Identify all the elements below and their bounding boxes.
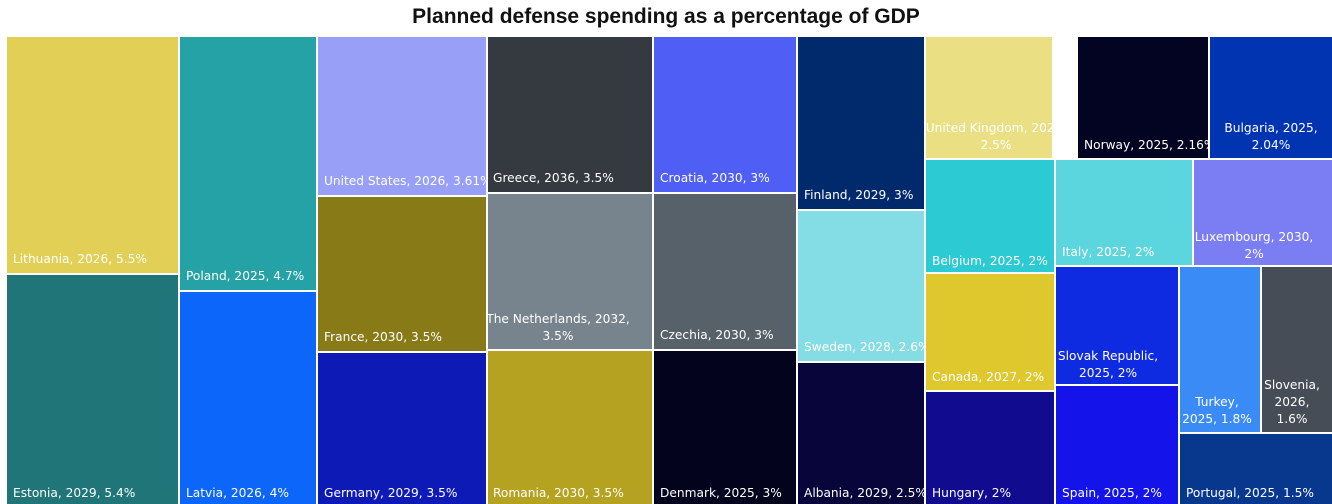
treemap-tile-the-netherlands: The Netherlands, 2032, 3.5% (485, 194, 652, 349)
tile-rect-slovenia (1262, 267, 1332, 432)
tile-rect-canada (926, 274, 1054, 390)
treemap-tile-canada: Canada, 2027, 2% (926, 274, 1054, 390)
treemap-tile-lithuania: Lithuania, 2026, 5.5% (7, 37, 178, 273)
tile-rect-denmark (654, 351, 796, 504)
tile-rect-sweden (798, 211, 924, 361)
tile-label-lithuania: Lithuania, 2026, 5.5% (13, 252, 147, 266)
treemap-tile-luxembourg: Luxembourg, 2030, 2% (1194, 160, 1332, 265)
tile-label-greece: Greece, 2036, 3.5% (493, 171, 614, 185)
treemap-tile-norway: Norway, 2025, 2.16% (1078, 37, 1215, 158)
tile-rect-italy (1056, 160, 1192, 265)
treemap-tile-slovenia: Slovenia, 2026, 1.6% (1262, 267, 1332, 432)
tile-rect-norway (1078, 37, 1208, 158)
tile-label-slovenia: Slovenia, 2026, 1.6% (1264, 378, 1320, 426)
tile-label-turkey: Turkey, 2025, 1.8% (1182, 395, 1252, 426)
treemap-tile-turkey: Turkey, 2025, 1.8% (1180, 267, 1260, 432)
tile-rect-lithuania (7, 37, 178, 273)
tile-rect-greece (488, 37, 652, 192)
treemap-tile-hungary: Hungary, 2% (926, 392, 1054, 504)
tile-label-spain: Spain, 2025, 2% (1062, 486, 1162, 500)
tile-rect-united-states (318, 37, 486, 195)
tile-rect-romania (488, 351, 652, 504)
tile-rect-bulgaria (1210, 37, 1332, 158)
tile-label-norway: Norway, 2025, 2.16% (1084, 138, 1215, 152)
tile-label-belgium: Belgium, 2025, 2% (932, 254, 1048, 268)
treemap-tile-united-kingdom: United Kingdom, 2027, 2.5% (926, 37, 1066, 158)
treemap-tile-estonia: Estonia, 2029, 5.4% (7, 275, 178, 504)
tile-label-italy: Italy, 2025, 2% (1062, 245, 1154, 259)
tile-label-luxembourg: Luxembourg, 2030, 2% (1195, 230, 1314, 261)
tile-rect-luxembourg (1194, 160, 1332, 265)
treemap-tile-poland: Poland, 2025, 4.7% (180, 37, 316, 290)
treemap-tile-latvia: Latvia, 2026, 4% (180, 292, 316, 504)
treemap-tile-greece: Greece, 2036, 3.5% (488, 37, 652, 192)
tile-label-hungary: Hungary, 2% (932, 486, 1011, 500)
tile-rect-the-netherlands (488, 194, 652, 349)
treemap-tile-france: France, 2030, 3.5% (318, 197, 486, 351)
tile-rect-latvia (180, 292, 316, 504)
tile-rect-portugal (1180, 434, 1332, 504)
tile-rect-hungary (926, 392, 1054, 504)
tile-label-sweden: Sweden, 2028, 2.6% (804, 340, 930, 354)
treemap-tile-belgium: Belgium, 2025, 2% (926, 160, 1054, 272)
chart-title: Planned defense spending as a percentage… (412, 5, 920, 28)
tile-label-czechia: Czechia, 2030, 3% (660, 328, 774, 342)
tile-rect-czechia (654, 194, 796, 349)
tile-label-latvia: Latvia, 2026, 4% (186, 486, 289, 500)
tile-label-estonia: Estonia, 2029, 5.4% (13, 486, 135, 500)
treemap-tile-romania: Romania, 2030, 3.5% (488, 351, 652, 504)
treemap-tile-albania: Albania, 2029, 2.5% (798, 363, 927, 504)
tile-label-united-states: United States, 2026, 3.61% (324, 174, 492, 188)
treemap-tile-spain: Spain, 2025, 2% (1056, 386, 1178, 504)
tile-label-albania: Albania, 2029, 2.5% (804, 486, 927, 500)
treemap-tile-czechia: Czechia, 2030, 3% (654, 194, 796, 349)
treemap-tile-denmark: Denmark, 2025, 3% (654, 351, 796, 504)
tile-rect-turkey (1180, 267, 1260, 432)
tile-label-croatia: Croatia, 2030, 3% (660, 171, 770, 185)
treemap-tile-finland: Finland, 2029, 3% (798, 37, 924, 209)
tile-label-denmark: Denmark, 2025, 3% (660, 486, 782, 500)
treemap-tile-united-states: United States, 2026, 3.61% (318, 37, 492, 195)
treemap-tile-croatia: Croatia, 2030, 3% (654, 37, 796, 192)
tile-rect-slovak-republic (1056, 267, 1178, 384)
tile-label-portugal: Portugal, 2025, 1.5% (1186, 486, 1314, 500)
treemap-tile-italy: Italy, 2025, 2% (1056, 160, 1192, 265)
treemap-tile-sweden: Sweden, 2028, 2.6% (798, 211, 930, 361)
tile-rect-spain (1056, 386, 1178, 504)
tile-label-united-kingdom: United Kingdom, 2027, 2.5% (926, 121, 1066, 152)
treemap-tile-bulgaria: Bulgaria, 2025, 2.04% (1210, 37, 1332, 158)
tile-label-france: France, 2030, 3.5% (324, 330, 442, 344)
tile-rect-estonia (7, 275, 178, 504)
tile-rect-croatia (654, 37, 796, 192)
tile-label-finland: Finland, 2029, 3% (804, 188, 913, 202)
treemap-tile-germany: Germany, 2029, 3.5% (318, 353, 486, 504)
tile-label-poland: Poland, 2025, 4.7% (186, 269, 304, 283)
tile-rect-belgium (926, 160, 1054, 272)
treemap-tile-portugal: Portugal, 2025, 1.5% (1180, 434, 1332, 504)
tile-rect-albania (798, 363, 924, 504)
tile-label-canada: Canada, 2027, 2% (932, 370, 1044, 384)
tile-label-the-netherlands: The Netherlands, 2032, 3.5% (485, 312, 629, 343)
treemap-tile-slovak-republic: Slovak Republic, 2025, 2% (1056, 267, 1178, 384)
tile-label-romania: Romania, 2030, 3.5% (493, 486, 624, 500)
tile-rect-poland (180, 37, 316, 290)
tile-label-slovak-republic: Slovak Republic, 2025, 2% (1058, 349, 1158, 380)
tile-rect-germany (318, 353, 486, 504)
tile-rect-united-kingdom (926, 37, 1052, 158)
tile-label-bulgaria: Bulgaria, 2025, 2.04% (1224, 121, 1317, 152)
tile-rect-france (318, 197, 486, 351)
tile-rect-finland (798, 37, 924, 209)
tile-label-germany: Germany, 2029, 3.5% (324, 486, 458, 500)
